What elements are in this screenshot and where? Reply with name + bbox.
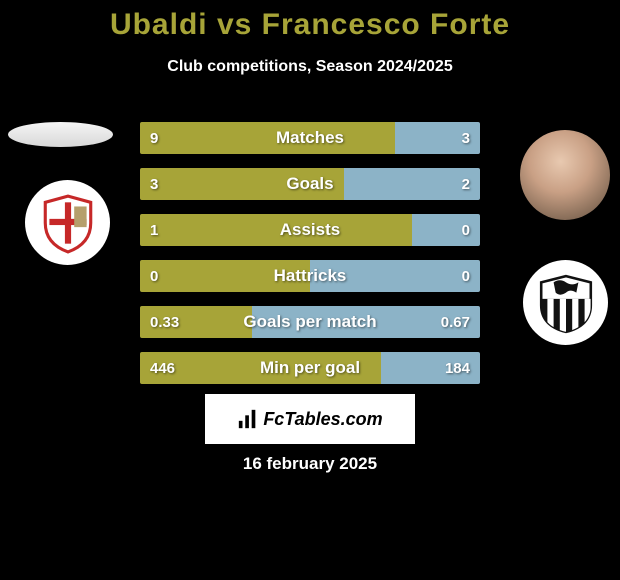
bar-row: 446184Min per goal [140, 352, 480, 384]
bar-row: 10Assists [140, 214, 480, 246]
shield-icon [37, 192, 99, 254]
bar-right-fill [310, 260, 480, 292]
bar-left-fill [140, 260, 310, 292]
club-crest-left [25, 180, 110, 265]
bar-left-fill [140, 306, 252, 338]
brand-logo: FcTables.com [237, 408, 382, 430]
club-crest-right [523, 260, 608, 345]
bar-right-fill [381, 352, 480, 384]
bar-right-fill [412, 214, 480, 246]
brand-text: FcTables.com [263, 409, 382, 430]
bar-row: 0.330.67Goals per match [140, 306, 480, 338]
bar-right-fill [252, 306, 480, 338]
footer-date: 16 february 2025 [0, 454, 620, 474]
bar-row: 93Matches [140, 122, 480, 154]
bar-left-fill [140, 214, 412, 246]
brand-footer-box: FcTables.com [205, 394, 415, 444]
bar-left-fill [140, 352, 381, 384]
player-left-avatar [8, 122, 113, 147]
bar-right-fill [395, 122, 480, 154]
shield-icon [535, 272, 597, 334]
subtitle: Club competitions, Season 2024/2025 [0, 58, 620, 76]
bar-right-fill [344, 168, 480, 200]
title-text: Ubaldi vs Francesco Forte [110, 8, 510, 41]
bar-row: 00Hattricks [140, 260, 480, 292]
comparison-bars: 93Matches 32Goals 10Assists 00Hattricks 0.33… [140, 122, 480, 398]
page-title: Ubaldi vs Francesco Forte [0, 0, 620, 42]
bar-left-fill [140, 168, 344, 200]
chart-icon [237, 408, 259, 430]
player-right-avatar [520, 130, 610, 220]
bar-row: 32Goals [140, 168, 480, 200]
bar-left-fill [140, 122, 395, 154]
